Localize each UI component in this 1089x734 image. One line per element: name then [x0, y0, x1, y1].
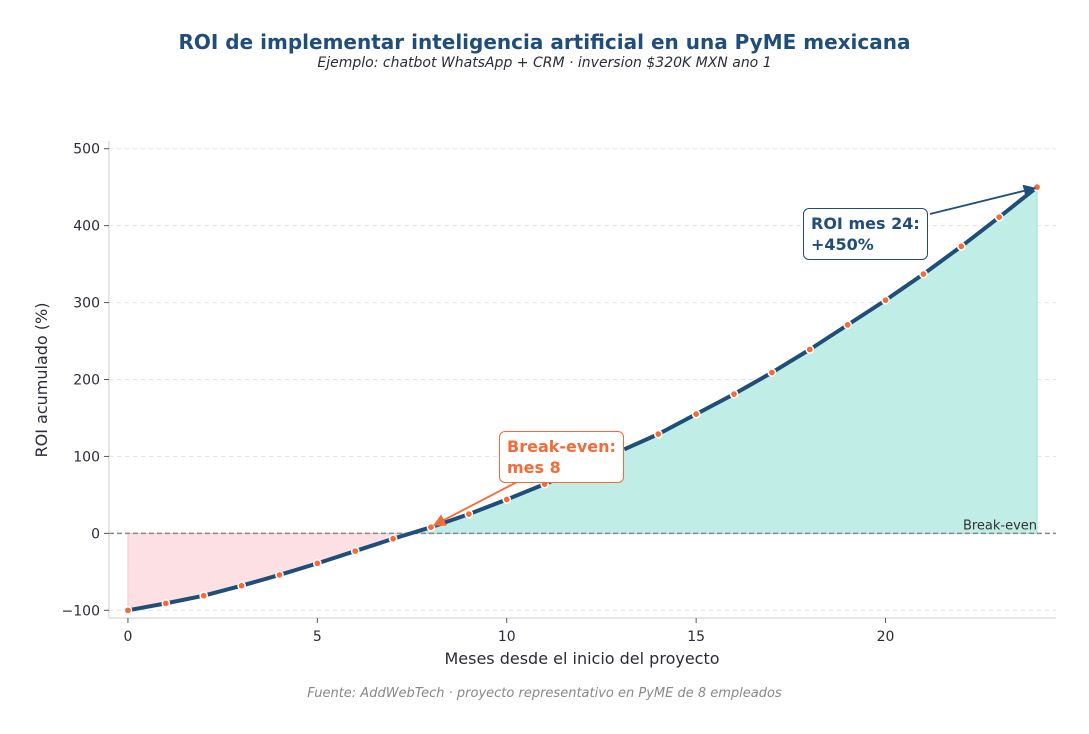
y-tick-label-6: 500 [73, 142, 100, 158]
data-point-9 [464, 509, 474, 519]
data-point-0 [123, 605, 133, 615]
data-point-2 [199, 591, 209, 601]
roi-final-arrow [929, 184, 1037, 215]
data-point-15 [691, 409, 701, 419]
break-even-arrow [432, 481, 518, 527]
x-tick-label-4: 20 [877, 629, 895, 645]
data-point-8 [426, 522, 436, 532]
data-point-16 [729, 389, 739, 399]
data-point-21 [919, 269, 928, 279]
data-point-19 [843, 320, 853, 330]
chart-title: ROI de implementar inteligencia artifici… [178, 30, 911, 54]
y-tick-label-5: 400 [73, 219, 100, 235]
y-tick-label-0: −100 [62, 603, 100, 619]
y-tick-label-2: 100 [73, 449, 100, 465]
y-tick-label-3: 200 [73, 373, 100, 389]
data-point-6 [350, 546, 360, 556]
data-point-7 [388, 534, 398, 544]
x-tick-label-0: 0 [123, 629, 132, 645]
data-point-14 [653, 429, 663, 439]
annotation-arrows [432, 184, 1037, 527]
tick-layer: −100 0 100 200 300 400 500 0 5 10 15 20 [62, 142, 895, 645]
y-axis-label: ROI acumulado (%) [32, 303, 51, 458]
x-axis-label: Meses desde el inicio del proyecto [444, 649, 719, 668]
y-tick-label-1: 0 [91, 526, 100, 542]
x-tick-label-3: 15 [687, 629, 705, 645]
data-point-10 [502, 495, 512, 504]
data-point-5 [312, 559, 322, 568]
data-point-3 [237, 581, 246, 591]
data-point-20 [881, 295, 890, 305]
data-point-17 [767, 368, 777, 377]
data-point-1 [161, 599, 171, 608]
data-point-23 [994, 212, 1004, 222]
roi-final-annotation: ROI mes 24: +450% [803, 208, 928, 260]
data-point-4 [275, 570, 284, 580]
source-note: Fuente: AddWebTech · proyecto representa… [307, 686, 782, 701]
reference-layer: Break-even [109, 518, 1056, 535]
y-tick-label-4: 300 [73, 296, 100, 312]
data-point-22 [956, 242, 966, 251]
break-even-annotation: Break-even: mes 8 [499, 431, 624, 483]
break-even-line-label: Break-even [963, 518, 1037, 533]
data-point-18 [805, 345, 815, 354]
data-point-24 [1032, 182, 1042, 192]
x-tick-label-2: 10 [498, 629, 516, 645]
x-tick-label-1: 5 [313, 629, 322, 645]
chart-subtitle: Ejemplo: chatbot WhatsApp + CRM · invers… [317, 55, 772, 71]
